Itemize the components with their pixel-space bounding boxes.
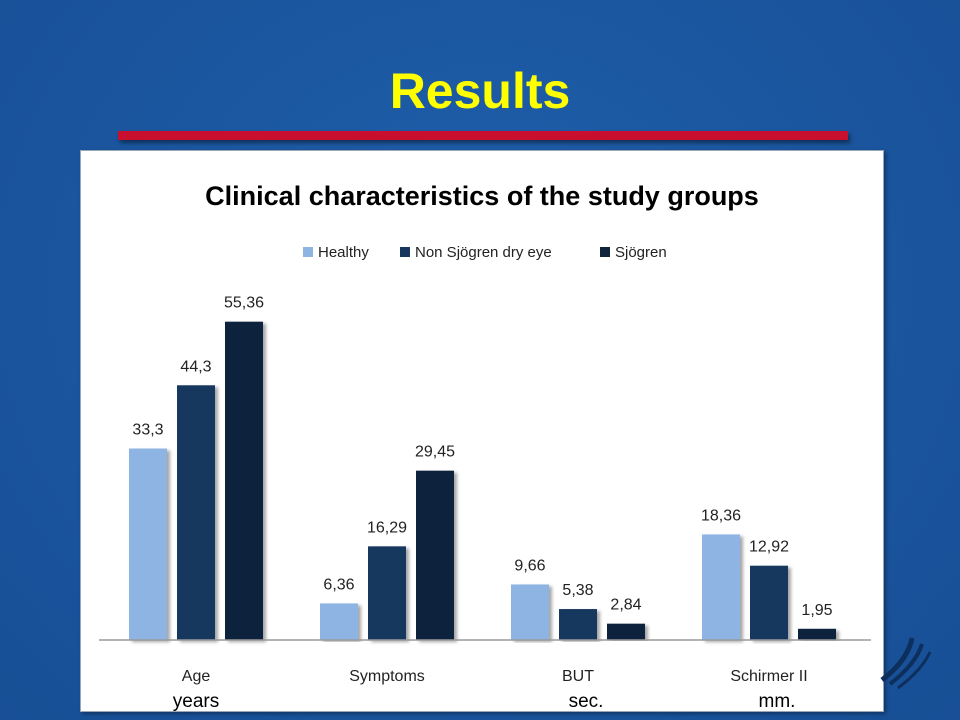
category-unit-0: years [173,691,219,711]
bar-2-2 [607,623,645,640]
legend-swatch-0 [303,247,313,257]
category-label-0: Age [182,668,211,685]
bar-3-0 [702,534,740,640]
category-label-1: Symptoms [349,668,425,685]
category-label-3: Schirmer II [730,668,807,685]
chart-legend: Healthy Non Sjögren dry eye Sjögren [303,244,667,261]
bar-1-1 [368,546,406,640]
bar-2-1 [559,609,597,640]
data-label-3-0: 18,36 [701,507,741,524]
chart-title: Clinical characteristics of the study gr… [205,181,759,211]
legend-swatch-2 [600,247,610,257]
bar-0-0 [129,448,167,640]
data-label-1-0: 6,36 [323,576,354,593]
data-label-2-0: 9,66 [514,557,545,574]
title-underline [118,131,848,140]
legend-label-2: Sjögren [615,244,667,261]
bar-3-1 [750,565,788,640]
data-label-2-1: 5,38 [562,582,593,599]
data-labels-group: 33,3 44,3 55,36 6,36 16,29 29,45 9,66 5,38 2,84 1… [132,295,832,619]
data-label-2-2: 2,84 [610,597,641,614]
bar-3-2 [798,628,836,640]
data-label-0-0: 33,3 [132,422,163,439]
data-label-3-2: 1,95 [801,602,832,619]
bar-1-0 [320,603,358,640]
chart-panel: Clinical characteristics of the study gr… [80,150,884,712]
slide-title: Results [389,63,571,119]
legend-swatch-1 [400,247,410,257]
bar-0-2 [225,321,263,640]
bar-2-0 [511,584,549,640]
decorative-swoosh [880,637,932,690]
legend-label-1: Non Sjögren dry eye [415,244,552,261]
legend-label-0: Healthy [318,244,369,261]
bars-group [129,321,836,640]
category-label-2: BUT [562,668,594,685]
data-label-0-2: 55,36 [224,295,264,312]
data-label-1-1: 16,29 [367,519,407,536]
data-label-0-1: 44,3 [180,358,211,375]
bar-1-2 [416,470,454,640]
category-unit-3: mm. [759,691,796,711]
data-label-1-2: 29,45 [415,444,455,461]
data-label-3-1: 12,92 [749,539,789,556]
category-unit-2: sec. [569,691,604,711]
bar-chart: Clinical characteristics of the study gr… [99,181,871,711]
category-labels-group: Age years Symptoms BUT sec. Schirmer II mm. [173,668,808,711]
bar-0-1 [177,385,215,640]
